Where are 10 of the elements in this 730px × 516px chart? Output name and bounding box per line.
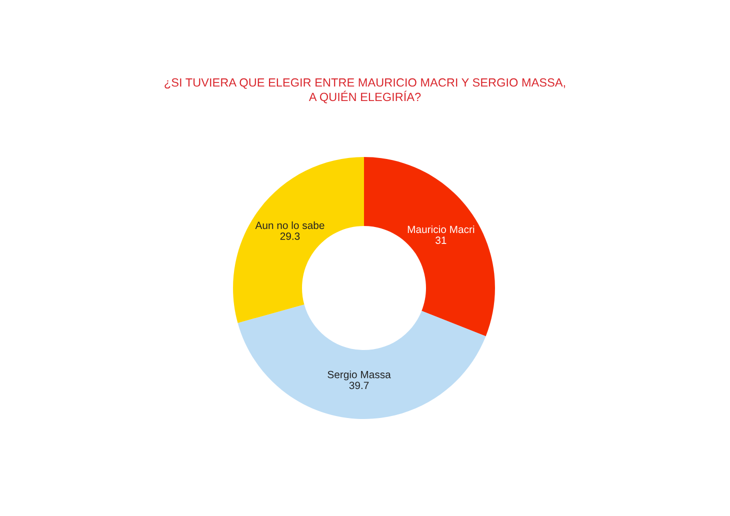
chart-title: ¿SI TUVIERA QUE ELEGIR ENTRE MAURICIO MACRI Y SERGIO MASSA, A QUIÉN ELEGIRÍA? bbox=[164, 78, 566, 104]
slice-label: Aun no lo sabe bbox=[255, 221, 324, 230]
data-label: 29.3 bbox=[280, 232, 300, 240]
slice-label: Sergio Massa bbox=[328, 370, 391, 380]
slice-label: Mauricio Macri bbox=[408, 225, 474, 234]
donut-slice bbox=[364, 157, 495, 336]
data-label: 39.7 bbox=[349, 382, 369, 390]
donut-slice bbox=[238, 304, 486, 419]
donut-slice bbox=[233, 157, 364, 323]
data-label: 31 bbox=[436, 236, 446, 244]
